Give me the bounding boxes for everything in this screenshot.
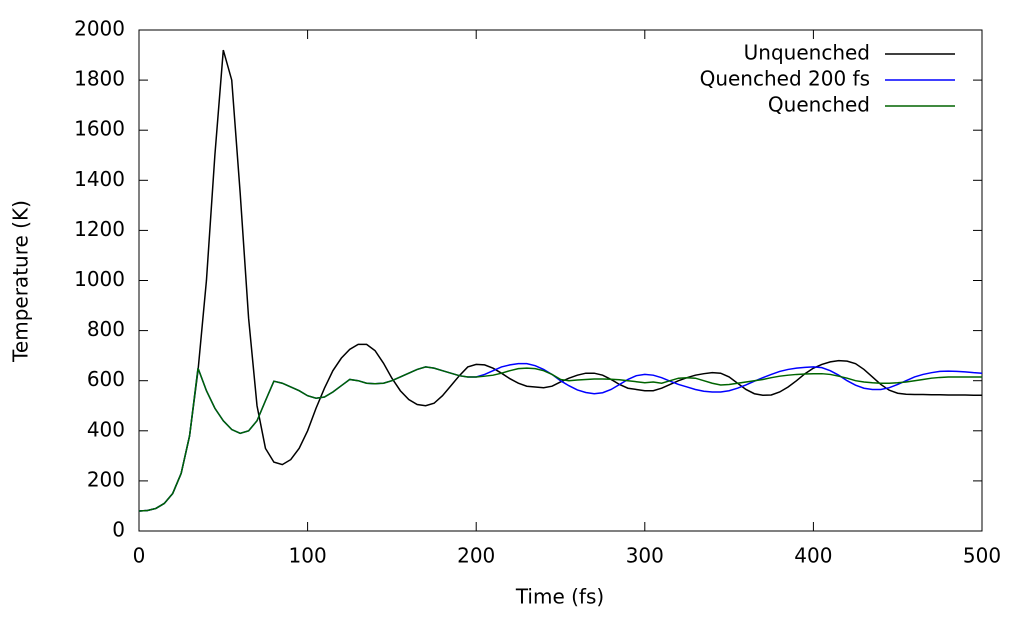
y-tick-label: 0	[112, 518, 125, 542]
legend-label: Quenched	[768, 93, 870, 117]
y-tick-label: 1800	[74, 67, 125, 91]
x-tick-label: 300	[626, 544, 664, 568]
y-tick-label: 800	[87, 317, 125, 341]
y-tick-label: 600	[87, 367, 125, 391]
y-tick-label: 400	[87, 417, 125, 441]
series-line	[138, 49, 982, 512]
x-tick-label: 200	[457, 544, 495, 568]
y-tick-label: 1400	[74, 167, 125, 191]
series-line	[138, 362, 983, 512]
series-line	[138, 366, 982, 512]
y-tick-label: 2000	[74, 17, 125, 41]
x-tick-label: 100	[289, 544, 327, 568]
y-tick-label: 1200	[74, 217, 125, 241]
y-tick-label: 1600	[74, 117, 125, 141]
y-axis-label: Temperature (K)	[9, 200, 33, 363]
legend-label: Unquenched	[744, 41, 870, 65]
x-tick-label: 0	[133, 544, 146, 568]
y-tick-label: 1000	[74, 267, 125, 291]
x-tick-label: 400	[794, 544, 832, 568]
legend-label: Quenched 200 fs	[700, 67, 870, 91]
x-tick-label: 500	[963, 544, 1001, 568]
y-tick-label: 200	[87, 467, 125, 491]
x-axis-label: Time (fs)	[515, 585, 604, 609]
